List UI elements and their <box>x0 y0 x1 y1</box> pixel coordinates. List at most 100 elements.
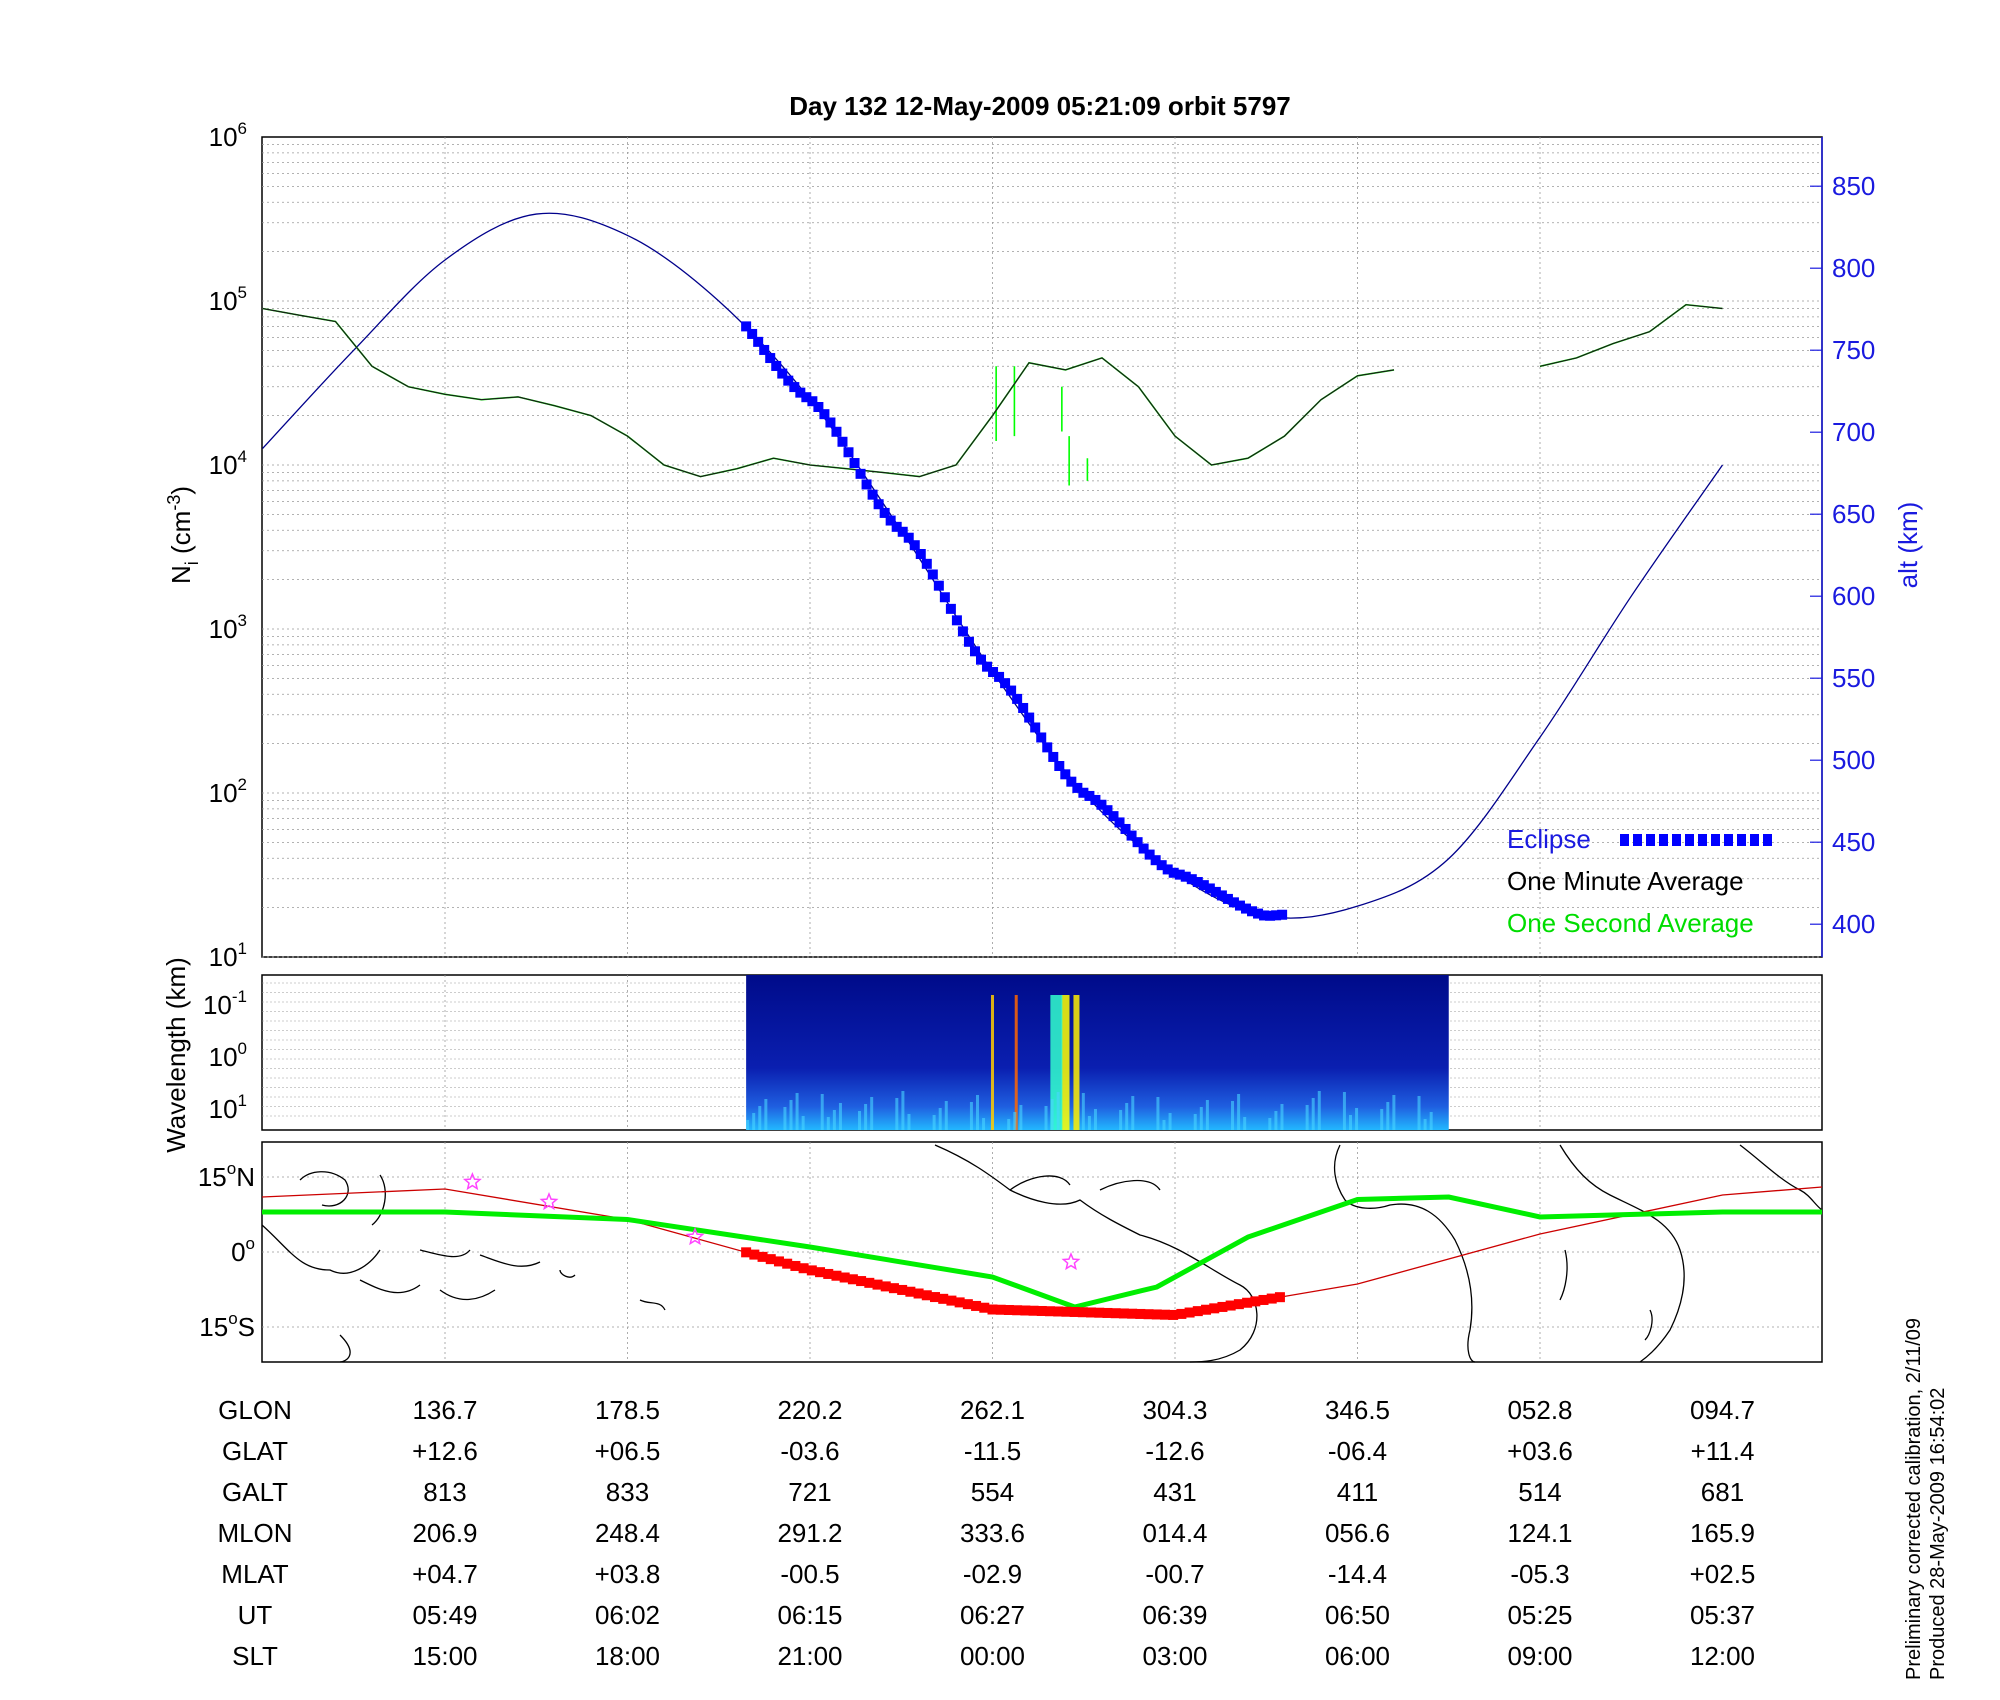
row-label: GLON <box>218 1395 292 1425</box>
spectrogram-feature <box>801 1116 805 1130</box>
table-cell: 06:00 <box>1324 1641 1391 1671</box>
table-cell: 124.1 <box>1507 1518 1573 1548</box>
eclipse-marker <box>843 447 854 458</box>
eclipse-track-marker <box>1135 1308 1146 1319</box>
eclipse-track-marker <box>938 1293 949 1304</box>
spectrogram-feature <box>1119 1110 1123 1130</box>
eclipse-marker <box>783 375 794 386</box>
spectrogram-feature <box>858 1111 862 1130</box>
eclipse-marker <box>1042 742 1053 753</box>
eclipse-marker <box>1216 890 1227 901</box>
eclipse-marker <box>819 409 830 420</box>
eclipse-track-marker <box>1258 1294 1269 1305</box>
eclipse-marker <box>1168 867 1179 878</box>
y-tick-label: 15oS <box>199 1309 255 1342</box>
table-cell: 262.1 <box>959 1395 1026 1425</box>
eclipse-marker <box>1222 893 1233 904</box>
table-cell: +06.5 <box>594 1436 661 1466</box>
table-cell: 178.5 <box>594 1395 661 1425</box>
eclipse-marker <box>789 382 800 393</box>
table-cell: 03:00 <box>1142 1641 1208 1671</box>
table-cell: -03.6 <box>780 1436 840 1466</box>
eclipse-track-marker <box>971 1300 982 1311</box>
spectrogram-feature <box>1429 1112 1433 1130</box>
spectrogram-feature <box>864 1104 868 1130</box>
eclipse-track-marker <box>847 1274 858 1285</box>
table-cell: 15:00 <box>412 1641 478 1671</box>
table-cell: 12:00 <box>1689 1641 1756 1671</box>
y2-tick-label: 750 <box>1832 335 1875 365</box>
eclipse-marker <box>1120 823 1131 834</box>
eclipse-track-marker <box>1061 1306 1072 1317</box>
table-cell: -12.6 <box>1145 1436 1205 1466</box>
star-icon <box>1061 1252 1081 1271</box>
eclipse-marker <box>1138 843 1149 854</box>
spectrogram-feature <box>783 1107 787 1130</box>
spectrogram-feature <box>1237 1094 1241 1130</box>
spectrogram-features <box>746 995 1433 1130</box>
coastline-asia-pacific <box>261 1171 666 1363</box>
spectrogram-feature <box>1193 1114 1197 1130</box>
eclipse-marker <box>777 368 788 379</box>
eclipse-marker <box>1000 678 1011 689</box>
table-cell: 21:00 <box>777 1641 843 1671</box>
spectrogram-feature <box>1268 1118 1272 1130</box>
eclipse-marker <box>1204 883 1215 894</box>
eclipse-marker <box>831 426 842 437</box>
eclipse-track-marker <box>1225 1300 1236 1311</box>
table-cell: 431 <box>1153 1477 1197 1507</box>
spectrogram-feature <box>895 1098 899 1130</box>
eclipse-track-marker <box>872 1279 883 1290</box>
eclipse-marker <box>945 603 956 614</box>
spectrogram-feature <box>1131 1096 1135 1130</box>
spectrogram-panel: 10-1 100 101 Wavelength (km) <box>161 957 1823 1153</box>
spectrogram-feature <box>1044 1106 1048 1130</box>
star-markers <box>462 1172 1081 1271</box>
spectrogram-feature <box>1317 1091 1321 1130</box>
eclipse-track-marker <box>995 1304 1006 1315</box>
table-cell: 291.2 <box>777 1518 843 1548</box>
eclipse-marker <box>1228 897 1239 908</box>
eclipse-track-marker <box>913 1288 924 1299</box>
eclipse-track-marker <box>962 1299 973 1310</box>
eclipse-marker <box>795 387 806 398</box>
row-label: UT <box>237 1600 273 1630</box>
spectrogram-feature <box>1417 1096 1421 1130</box>
spectrogram-feature <box>969 1102 973 1130</box>
row-label: GALT <box>222 1477 288 1507</box>
coastline-americas <box>934 1144 1258 1363</box>
y2-tick-label: 550 <box>1832 663 1875 693</box>
eclipse-track-marker <box>888 1283 899 1294</box>
one-minute-average-line <box>262 304 1723 478</box>
density-plot-area <box>261 136 1823 958</box>
eclipse-track-marker <box>1250 1296 1261 1307</box>
eclipse-marker <box>1253 908 1264 919</box>
density-grid <box>262 137 1822 958</box>
y-tick-label: 103 <box>209 611 247 644</box>
spectrogram-feature <box>1013 1112 1017 1130</box>
eclipse-marker <box>1247 906 1258 917</box>
legend-second-label: One Second Average <box>1507 908 1754 938</box>
eclipse-marker <box>933 580 944 591</box>
eclipse-track-marker <box>1159 1309 1170 1320</box>
row-label: SLT <box>232 1641 278 1671</box>
table-cell: -11.5 <box>963 1436 1022 1466</box>
eclipse-track-marker <box>987 1304 998 1315</box>
eclipse-track-marker <box>798 1263 809 1274</box>
eclipse-track-marker <box>1143 1309 1154 1320</box>
eclipse-track-marker <box>1184 1307 1195 1318</box>
eclipse-marker <box>1132 837 1143 848</box>
table-cell: 514 <box>1518 1477 1562 1507</box>
eclipse-marker <box>861 479 872 490</box>
eclipse-track-marker <box>1094 1307 1105 1318</box>
star-icon <box>685 1227 705 1246</box>
eclipse-track-marker <box>1036 1305 1047 1316</box>
table-cell: 346.5 <box>1324 1395 1391 1425</box>
eclipse-marker <box>1096 799 1107 810</box>
legend-minute-label: One Minute Average <box>1507 866 1744 896</box>
map-y-ticks: 15oN 0o 15oS <box>198 1159 255 1342</box>
spectrogram-feature <box>795 1093 799 1130</box>
eclipse-marker <box>951 615 962 626</box>
eclipse-marker <box>1198 880 1209 891</box>
table-cell: -05.3 <box>1510 1559 1570 1589</box>
